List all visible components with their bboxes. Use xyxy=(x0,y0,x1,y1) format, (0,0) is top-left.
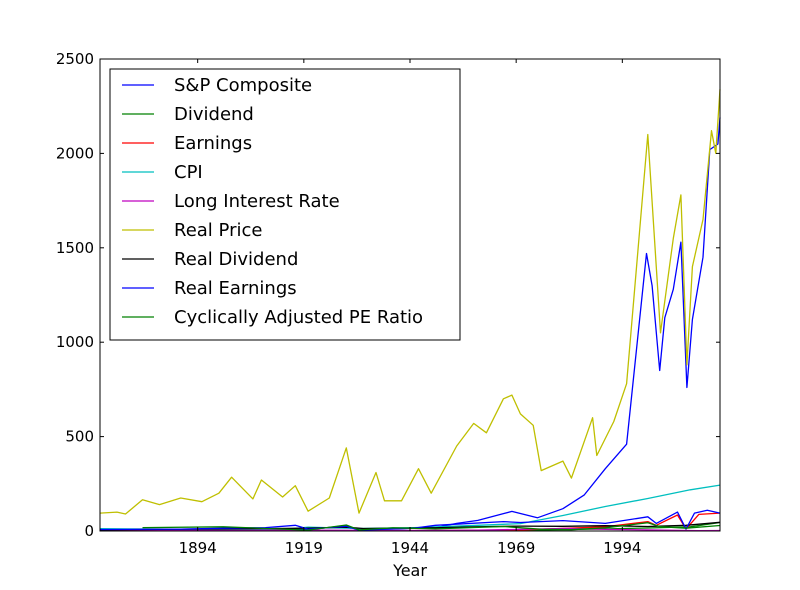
legend-label: S&P Composite xyxy=(174,75,312,96)
x-tick-label: 1944 xyxy=(391,539,429,557)
y-tick-label: 2000 xyxy=(56,144,94,162)
series-line-3 xyxy=(99,484,721,531)
legend-label: Dividend xyxy=(174,104,254,125)
legend-label: Cyclically Adjusted PE Ratio xyxy=(174,307,423,328)
y-tick-label: 1500 xyxy=(56,239,94,257)
y-tick-label: 1000 xyxy=(56,333,94,351)
legend-label: Real Earnings xyxy=(174,278,297,299)
series-line-8 xyxy=(142,522,721,531)
series-line-4 xyxy=(99,527,721,532)
x-tick-label: 1969 xyxy=(497,539,535,557)
legend-label: Real Price xyxy=(174,220,262,241)
legend-label: Long Interest Rate xyxy=(174,191,340,212)
axis-ticks: 1894 1919 1944 1969 1994 0 500 1000 1500 2000 2500 xyxy=(56,50,720,557)
legend-label: CPI xyxy=(174,162,203,183)
y-tick-label: 0 xyxy=(84,522,94,540)
series-line-5 xyxy=(99,89,721,515)
series-line-6 xyxy=(99,521,721,531)
x-axis-label: Year xyxy=(392,561,427,580)
legend-label: Earnings xyxy=(174,133,252,154)
legend: S&P Composite Dividend Earnings CPI Long Int… xyxy=(109,68,461,341)
legend-label: Real Dividend xyxy=(174,249,298,270)
series-line-7 xyxy=(99,509,721,531)
y-tick-label: 2500 xyxy=(56,50,94,68)
x-tick-label: 1919 xyxy=(285,539,323,557)
legend-box xyxy=(109,68,461,341)
x-tick-label: 1894 xyxy=(179,539,217,557)
x-tick-label: 1994 xyxy=(603,539,641,557)
y-tick-label: 500 xyxy=(65,428,94,446)
